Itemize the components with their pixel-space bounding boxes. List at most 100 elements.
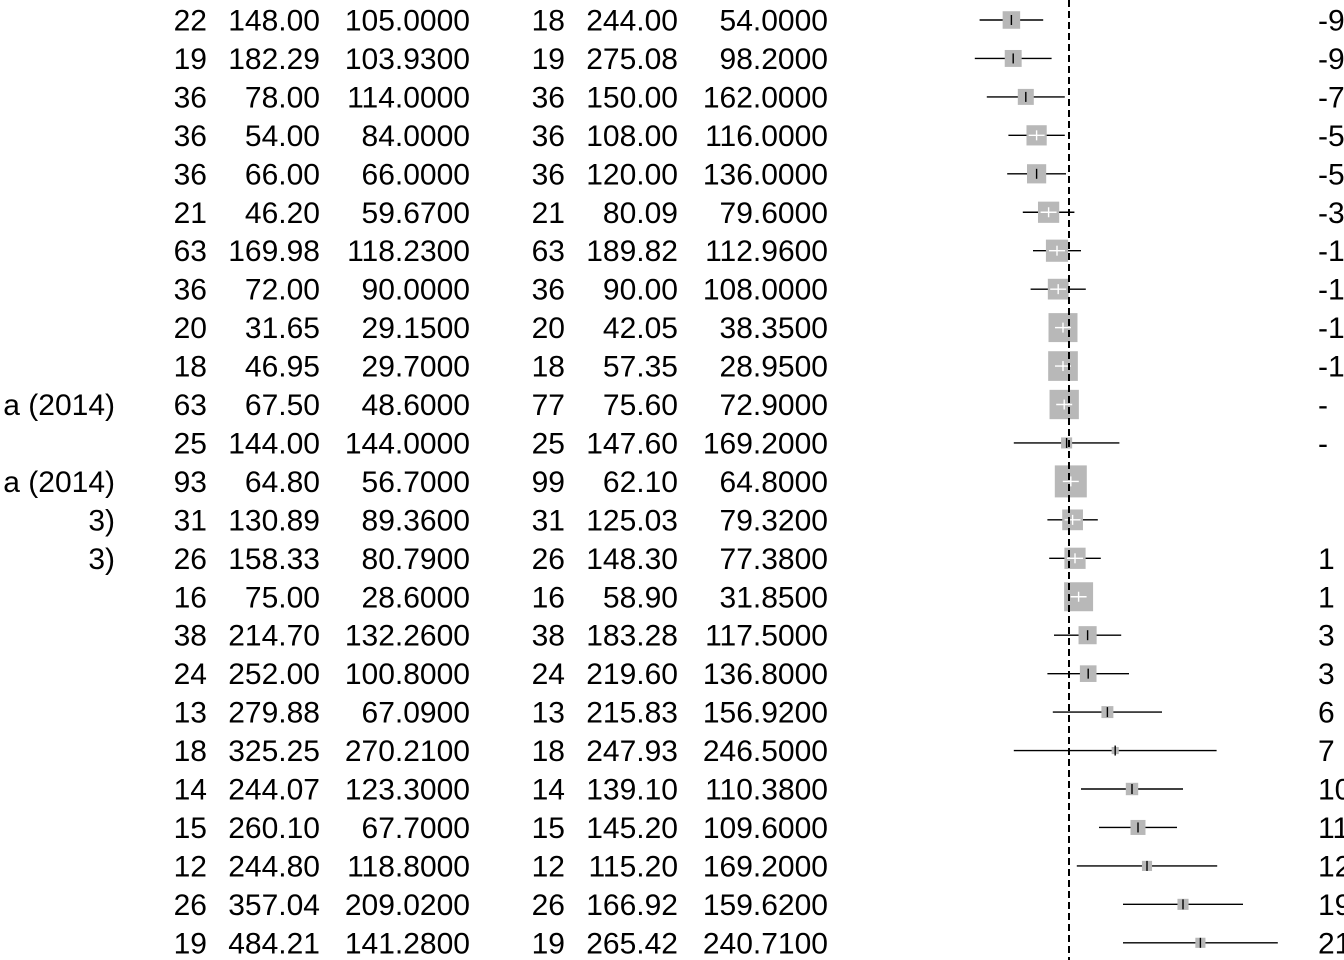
control-n: 20 — [532, 312, 565, 345]
study-row: 36 66.00 66.0000 36 120.00 136.0000 -5 — [174, 158, 1344, 191]
control-sd: 136.8000 — [703, 658, 828, 691]
treatment-n: 12 — [174, 850, 207, 883]
control-n: 36 — [532, 158, 565, 191]
control-sd: 156.9200 — [703, 697, 828, 730]
treatment-n: 93 — [174, 466, 207, 499]
treatment-n: 18 — [174, 735, 207, 768]
treatment-n: 36 — [174, 274, 207, 307]
control-mean: 166.92 — [586, 889, 678, 922]
treatment-n: 14 — [174, 774, 207, 807]
control-sd: 246.5000 — [703, 735, 828, 768]
effect-label: 21 — [1318, 927, 1344, 960]
control-sd: 136.0000 — [703, 158, 828, 191]
treatment-mean: 31.65 — [245, 312, 320, 345]
control-sd: 109.6000 — [703, 812, 828, 845]
control-sd: 110.3800 — [705, 774, 828, 807]
control-mean: 244.00 — [586, 5, 678, 38]
control-mean: 90.00 — [603, 274, 678, 307]
treatment-mean: 67.50 — [245, 389, 320, 422]
treatment-sd: 29.7000 — [362, 351, 470, 384]
study-row: 38 214.70 132.2600 38 183.28 117.5000 3 — [174, 620, 1335, 653]
treatment-mean: 182.29 — [228, 43, 320, 76]
control-n: 18 — [532, 5, 565, 38]
control-sd: 31.8500 — [720, 581, 828, 614]
treatment-n: 36 — [174, 158, 207, 191]
effect-label: -5 — [1318, 120, 1344, 153]
treatment-n: 19 — [174, 43, 207, 76]
treatment-mean: 325.25 — [228, 735, 320, 768]
treatment-sd: 67.7000 — [362, 812, 470, 845]
treatment-mean: 46.20 — [245, 197, 320, 230]
control-n: 14 — [532, 774, 565, 807]
control-n: 25 — [532, 427, 565, 460]
treatment-n: 16 — [174, 581, 207, 614]
control-mean: 265.42 — [586, 927, 678, 960]
study-row: 12 244.80 118.8000 12 115.20 169.2000 12 — [174, 850, 1344, 883]
treatment-mean: 484.21 — [228, 927, 320, 960]
study-label: a (2014) — [3, 466, 115, 499]
control-sd: 28.9500 — [720, 351, 828, 384]
treatment-n: 13 — [174, 697, 207, 730]
control-n: 19 — [532, 927, 565, 960]
control-n: 21 — [532, 197, 565, 230]
treatment-sd: 103.9300 — [345, 43, 470, 76]
study-row: a (2014) 93 64.80 56.7000 99 62.10 64.8000 — [3, 465, 1087, 499]
control-mean: 42.05 — [603, 312, 678, 345]
effect-label: 6 — [1318, 697, 1335, 730]
study-row: 20 31.65 29.1500 20 42.05 38.3500 -1 — [174, 312, 1344, 345]
treatment-sd: 89.3600 — [362, 504, 470, 537]
control-mean: 150.00 — [586, 81, 678, 114]
control-mean: 58.90 — [603, 581, 678, 614]
control-sd: 240.7100 — [703, 927, 828, 960]
treatment-sd: 29.1500 — [362, 312, 470, 345]
effect-label: -1 — [1318, 351, 1344, 384]
study-row: 36 72.00 90.0000 36 90.00 108.0000 -1 — [174, 274, 1344, 307]
effect-label: -3 — [1318, 197, 1344, 230]
effect-label: - — [1318, 427, 1328, 460]
treatment-sd: 123.3000 — [345, 774, 470, 807]
study-row: 19 484.21 141.2800 19 265.42 240.7100 21 — [174, 927, 1344, 960]
treatment-sd: 209.0200 — [345, 889, 470, 922]
treatment-mean: 357.04 — [228, 889, 320, 922]
control-sd: 116.0000 — [705, 120, 828, 153]
control-n: 36 — [532, 274, 565, 307]
treatment-n: 25 — [174, 427, 207, 460]
treatment-n: 22 — [174, 5, 207, 38]
control-mean: 108.00 — [586, 120, 678, 153]
study-row: 36 54.00 84.0000 36 108.00 116.0000 -5 — [174, 120, 1344, 153]
effect-label: - — [1318, 389, 1328, 422]
treatment-sd: 59.6700 — [362, 197, 470, 230]
treatment-mean: 169.98 — [228, 235, 320, 268]
treatment-n: 31 — [174, 504, 207, 537]
treatment-n: 26 — [174, 889, 207, 922]
control-sd: 98.2000 — [720, 43, 828, 76]
treatment-sd: 48.6000 — [362, 389, 470, 422]
treatment-mean: 158.33 — [228, 543, 320, 576]
control-sd: 169.2000 — [703, 850, 828, 883]
control-n: 13 — [532, 697, 565, 730]
control-mean: 215.83 — [586, 697, 678, 730]
treatment-sd: 144.0000 — [345, 427, 470, 460]
study-row: 3) 26 158.33 80.7900 26 148.30 77.3800 1 — [88, 543, 1334, 576]
effect-label: 19 — [1318, 889, 1344, 922]
control-mean: 219.60 — [586, 658, 678, 691]
control-n: 63 — [532, 235, 565, 268]
study-row: 13 279.88 67.0900 13 215.83 156.9200 6 — [174, 697, 1335, 730]
study-rows: 22 148.00 105.0000 18 244.00 54.0000 -9 19 182.2… — [3, 5, 1344, 960]
control-mean: 147.60 — [586, 427, 678, 460]
effect-label: -1 — [1318, 274, 1344, 307]
treatment-sd: 67.0900 — [362, 697, 470, 730]
control-mean: 148.30 — [586, 543, 678, 576]
control-n: 16 — [532, 581, 565, 614]
control-mean: 115.20 — [588, 850, 678, 883]
treatment-n: 15 — [174, 812, 207, 845]
treatment-sd: 118.2300 — [347, 235, 470, 268]
treatment-mean: 66.00 — [245, 158, 320, 191]
treatment-sd: 114.0000 — [347, 81, 470, 114]
control-sd: 79.6000 — [720, 197, 828, 230]
control-sd: 79.3200 — [720, 504, 828, 537]
study-label: a (2014) — [3, 389, 115, 422]
control-n: 36 — [532, 81, 565, 114]
control-sd: 112.9600 — [705, 235, 828, 268]
control-mean: 125.03 — [586, 504, 678, 537]
